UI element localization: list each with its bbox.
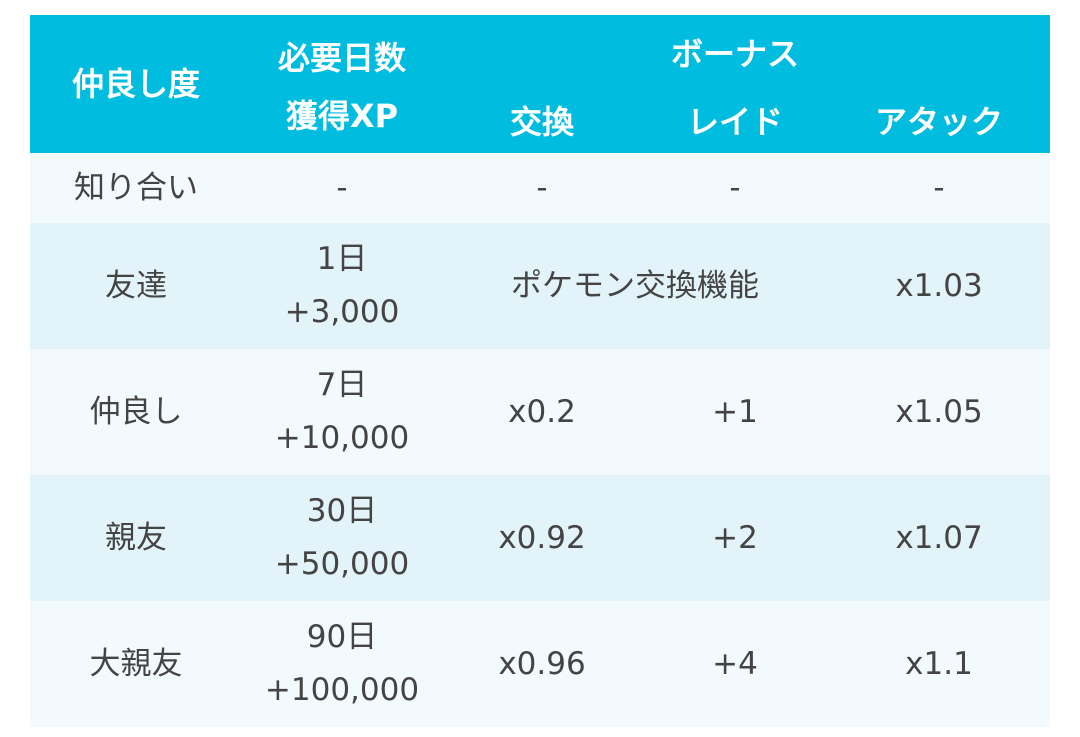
cell-days: 90日 [306,619,378,656]
cell-level: 親友 [105,519,167,556]
friendship-table: 仲良し度 必要日数 獲得XP ボーナス 交換 レイド アタック 知り合い - -… [30,15,1050,727]
cell-xp: - [336,169,348,206]
header-xp-gained: 獲得XP [285,97,399,135]
cell-attack: x1.1 [905,645,973,682]
table-row: 知り合い - - - - [30,153,1050,223]
table-row: 親友 30日 +50,000 x0.92 +2 x1.07 [30,475,1050,601]
cell-trade: x0.92 [498,519,586,556]
cell-days-xp: 1日 +3,000 [242,223,442,349]
cell-days: 1日 [316,241,368,278]
cell-raid: +2 [712,519,758,556]
table-row: 友達 1日 +3,000 ポケモン交換機能 x1.03 [30,223,1050,349]
cell-trade: x0.2 [508,393,576,430]
header-bonus: ボーナス [670,35,799,73]
cell-attack: x1.07 [895,519,983,556]
cell-level: 仲良し [89,393,183,430]
header-days-required: 必要日数 [277,39,406,77]
cell-attack: - [933,169,945,206]
table-row: 仲良し 7日 +10,000 x0.2 +1 x1.05 [30,349,1050,475]
cell-attack: x1.03 [895,267,983,304]
cell-attack: x1.05 [895,393,983,430]
table-row: 大親友 90日 +100,000 x0.96 +4 x1.1 [30,601,1050,727]
cell-raid: - [729,169,741,206]
cell-raid: +4 [712,645,758,682]
cell-days: 7日 [316,367,368,404]
cell-trade: x0.96 [498,645,586,682]
cell-xp: +100,000 [264,672,420,708]
cell-days-xp: 7日 +10,000 [242,349,442,475]
header-friendship: 仲良し度 [71,65,200,103]
cell-level: 大親友 [89,645,183,682]
cell-level: 友達 [105,267,167,304]
cell-days-xp: 30日 +50,000 [242,475,442,601]
table-header: 仲良し度 必要日数 獲得XP ボーナス 交換 レイド アタック [30,15,1050,153]
cell-xp: +10,000 [274,420,410,456]
header-attack: アタック [874,103,1003,141]
cell-xp: +3,000 [284,294,400,330]
header-trade: 交換 [509,103,574,141]
cell-days: 30日 [306,493,378,530]
cell-trade: - [536,169,548,206]
cell-days-xp: 90日 +100,000 [242,601,442,727]
header-raid: レイド [686,103,783,141]
cell-level: 知り合い [74,169,198,206]
cell-xp: +50,000 [274,546,410,582]
cell-trade-feature: ポケモン交換機能 [511,267,759,304]
cell-raid: +1 [712,393,758,430]
